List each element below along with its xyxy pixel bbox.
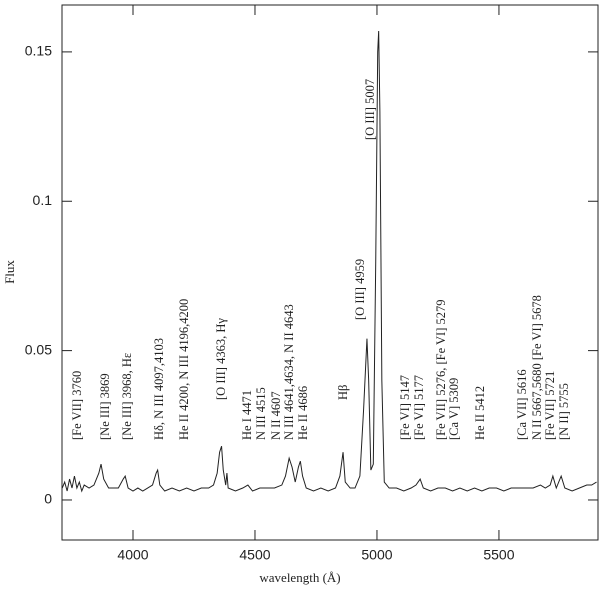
- annotation: He II 4200, N III 4196,4200: [177, 299, 191, 440]
- plot-frame: [61, 4, 599, 541]
- annotation: [Fe VII] 5721: [543, 371, 557, 440]
- annotation: [O III] 5007: [363, 79, 377, 140]
- annotation: [O III] 4959: [353, 259, 367, 320]
- annotation: [Fe VI] 5177: [412, 375, 426, 440]
- y-axis-label: Flux: [2, 260, 17, 284]
- x-tick-label: 5000: [361, 547, 392, 563]
- annotation: N III 4641,4634, N II 4643: [282, 304, 296, 440]
- x-axis-label: wavelength (Å): [259, 570, 340, 585]
- annotation: N III 4515: [254, 387, 268, 440]
- spectrum-line: [61, 30, 597, 493]
- annotation: [Ca V] 5309: [447, 378, 461, 440]
- x-tick-label: 4000: [117, 547, 148, 563]
- annotation: [Fe VII] 5276, [Fe VI] 5279: [434, 300, 448, 441]
- annotation: Hβ: [336, 385, 350, 400]
- annotation: [Ca VII] 5616: [515, 369, 529, 440]
- annotation: He II 4686: [296, 386, 310, 440]
- annotation: N II 5667,5680 [Fe VI] 5678: [530, 295, 544, 440]
- y-tick-label: 0.1: [33, 192, 53, 208]
- annotation: [Fe VI] 5147: [398, 375, 412, 440]
- annotation: [O III] 4363, Hγ: [214, 318, 228, 400]
- annotation: [Ne III] 3869: [98, 373, 112, 440]
- x-tick-label: 5500: [483, 547, 514, 563]
- annotation: [Ne III] 3968, Hε: [120, 353, 134, 440]
- annotation: He II 5412: [473, 386, 487, 440]
- y-tick-label: 0: [44, 491, 52, 507]
- annotation: Hδ, N III 4097,4103: [152, 338, 166, 440]
- annotation: [N II] 5755: [557, 383, 571, 440]
- annotation: [Fe VII] 3760: [70, 371, 84, 440]
- y-tick-label: 0.05: [25, 341, 52, 357]
- y-tick-label: 0.15: [25, 43, 52, 59]
- x-tick-label: 4500: [239, 547, 270, 563]
- annotation: He I 4471: [240, 390, 254, 440]
- annotation: N II 4607: [269, 391, 283, 440]
